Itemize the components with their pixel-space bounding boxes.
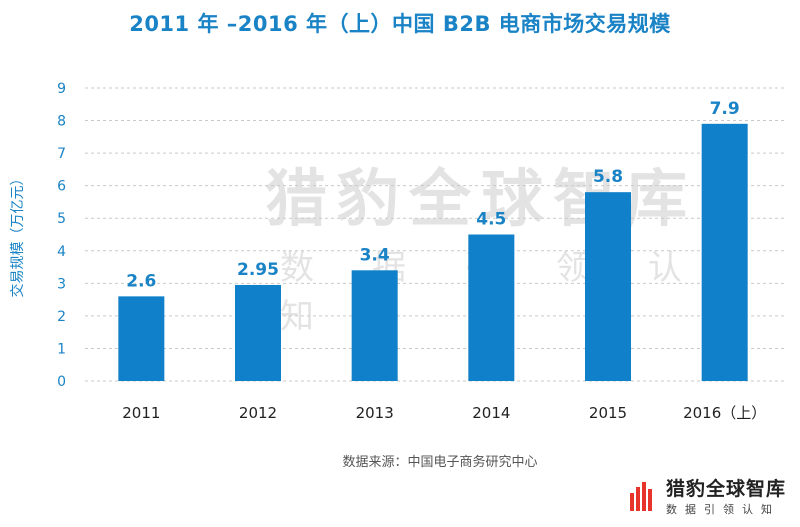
y-tick-label: 9 [57, 81, 66, 97]
data-label: 4.5 [476, 210, 506, 230]
data-labels: 2.6 2.95 3.4 4.5 5.8 7.9 [126, 99, 739, 292]
x-tick-label: 2012 [239, 404, 277, 422]
y-tick-label: 8 [57, 114, 66, 130]
y-tick-label: 0 [57, 374, 66, 390]
y-tick-labels: 0 1 2 3 4 5 6 7 8 9 [57, 81, 66, 390]
data-label: 3.4 [360, 245, 390, 265]
bar [351, 270, 398, 381]
y-tick-label: 3 [57, 276, 66, 292]
x-tick-label: 2016（上） [683, 404, 766, 422]
chart-title: 2011 年 –2016 年（上）中国 B2B 电商市场交易规模 [129, 12, 671, 36]
data-label: 2.95 [237, 260, 279, 280]
y-tick-label: 5 [57, 211, 66, 227]
x-tick-label: 2014 [472, 404, 510, 422]
data-label: 2.6 [126, 271, 156, 291]
bar [701, 123, 748, 382]
cheetah-bars-icon [629, 481, 652, 511]
data-label: 7.9 [710, 99, 740, 119]
logo: 猎豹全球智库 数据引领认知 [628, 474, 786, 517]
y-tick-label: 4 [57, 244, 66, 260]
data-label: 5.8 [593, 167, 623, 187]
x-tick-labels: 2011 2012 2013 2014 2015 2016（上） [122, 404, 766, 422]
bar [468, 234, 515, 381]
bar [118, 296, 165, 381]
x-tick-label: 2013 [356, 404, 394, 422]
y-tick-label: 7 [57, 146, 66, 162]
x-tick-label: 2011 [122, 404, 160, 422]
bar [585, 192, 631, 381]
y-axis-label: 交易规模（万亿元） [9, 172, 26, 298]
y-tick-label: 2 [57, 309, 66, 325]
logo-sub-text: 数据引领认知 [665, 503, 780, 516]
logo-main-text: 猎豹全球智库 [665, 478, 786, 500]
y-tick-label: 6 [57, 179, 66, 195]
source-note: 数据来源：中国电子商务研究中心 [342, 455, 538, 470]
bar [235, 284, 281, 381]
y-tick-label: 1 [57, 341, 66, 357]
bars [118, 123, 748, 382]
gridlines [85, 87, 785, 382]
x-tick-label: 2015 [589, 404, 627, 422]
